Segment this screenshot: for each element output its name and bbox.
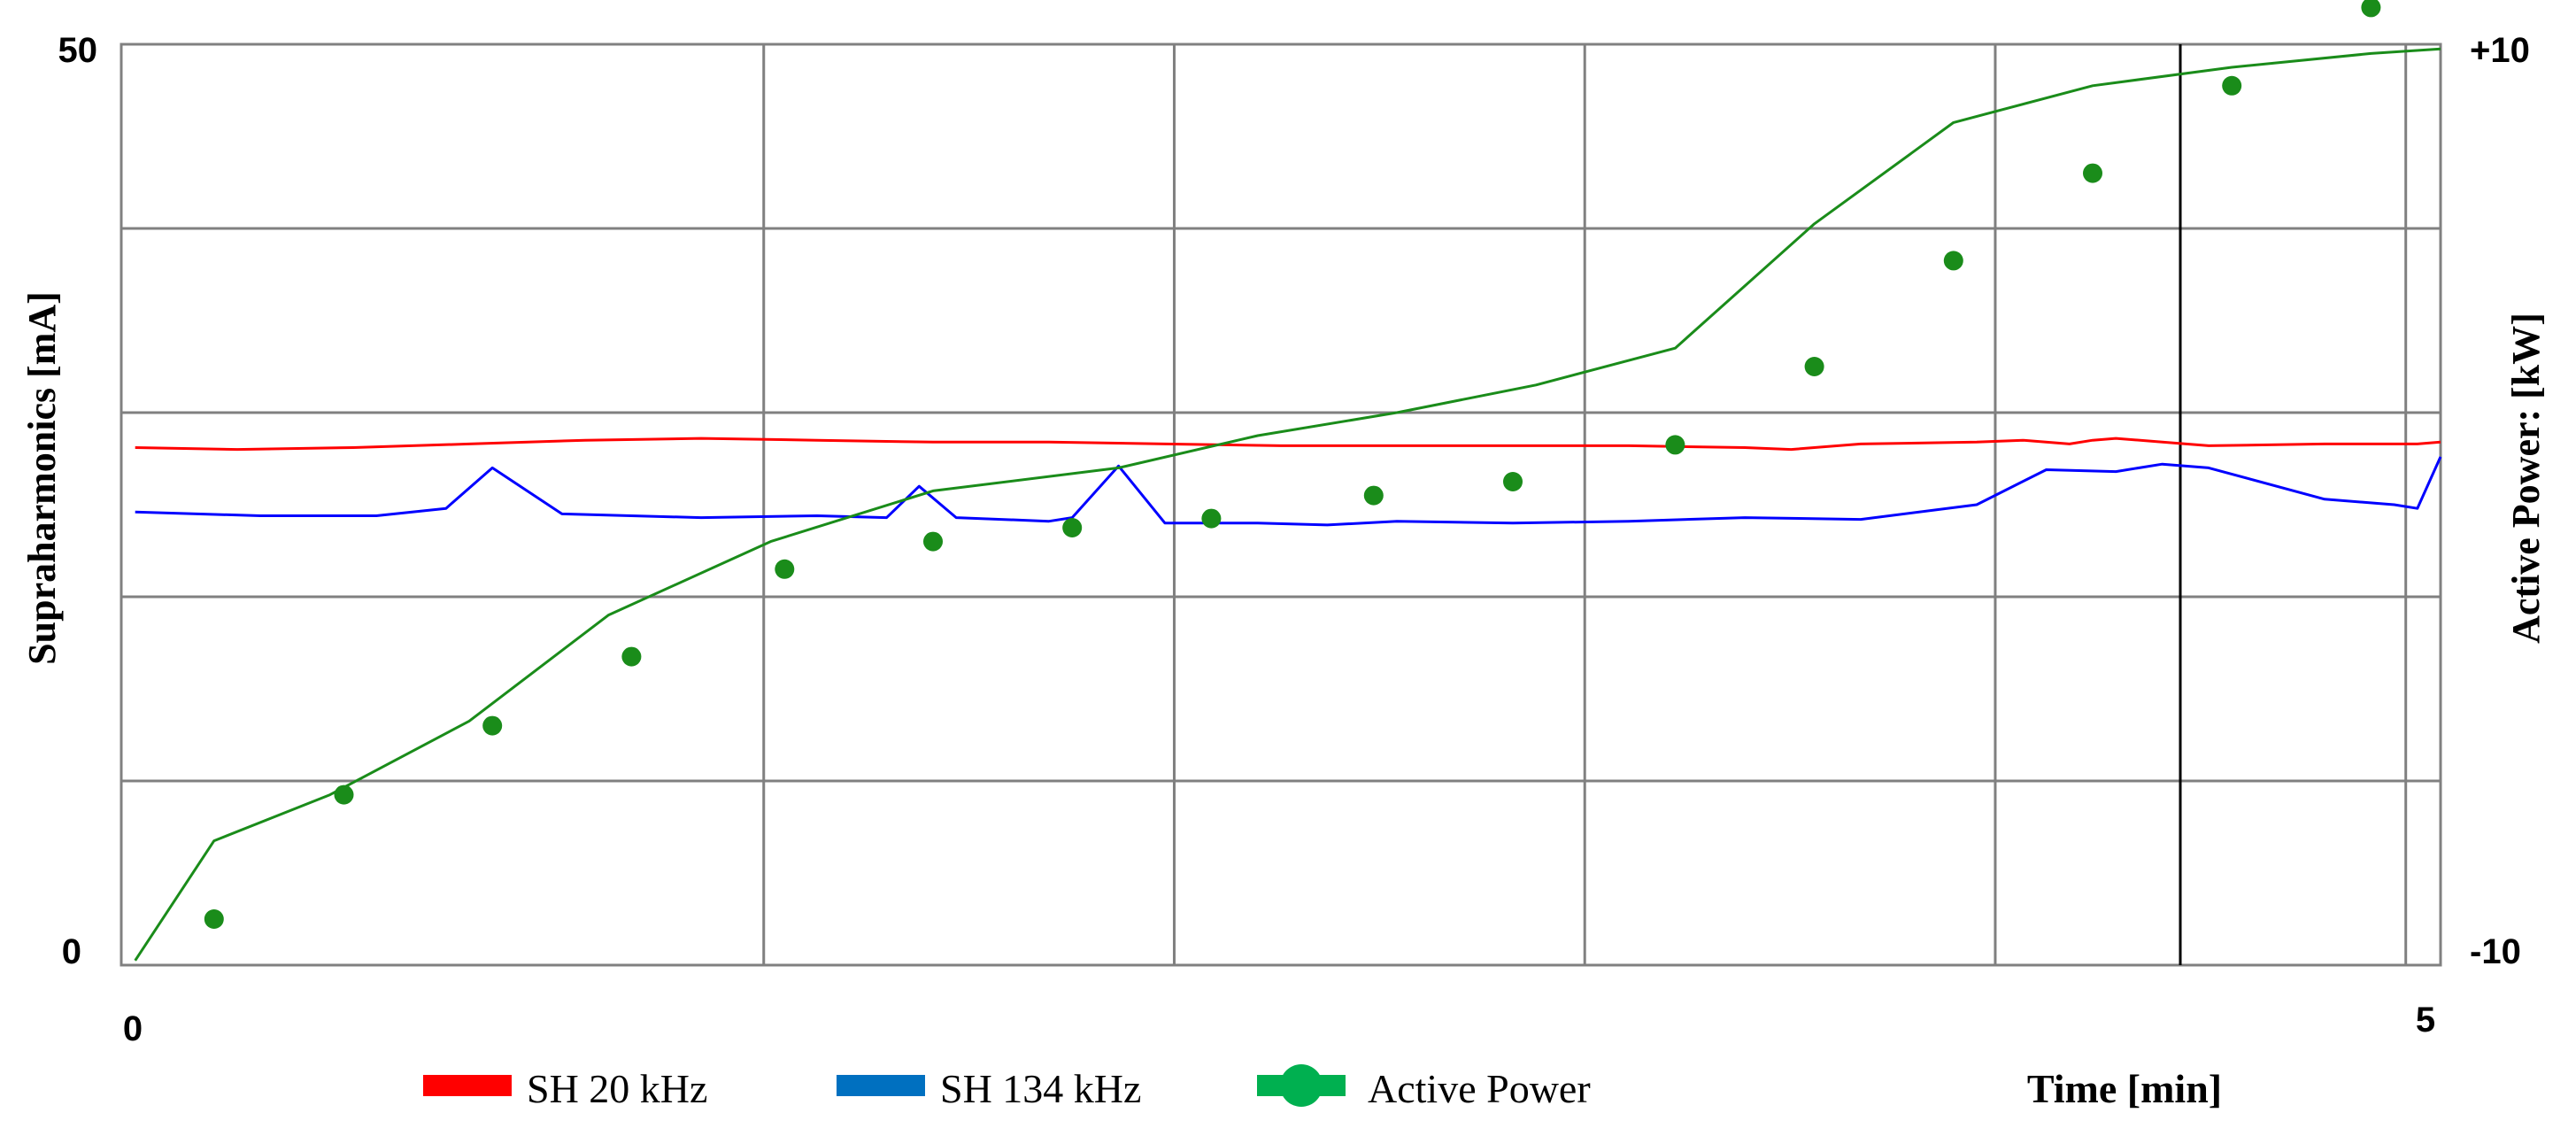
x-tick-end: 5 — [2416, 1001, 2435, 1039]
legend-swatch-sh134 — [837, 1075, 925, 1096]
power-marker — [1201, 508, 1222, 529]
y-tick-top: 50 — [58, 31, 98, 70]
grid — [121, 44, 2441, 965]
y2-axis-title: Active Power: [kW] — [2504, 313, 2548, 644]
power-marker — [204, 909, 224, 929]
y2-tick-top: +10 — [2470, 31, 2530, 70]
legend-item-sh134: SH 134 kHz — [837, 1066, 1141, 1111]
x-axis-title: Time [min] — [2027, 1066, 2222, 1111]
legend-item-sh20: SH 20 kHz — [423, 1066, 707, 1111]
power-marker — [2083, 163, 2102, 183]
legend-item-power: Active Power — [1257, 1064, 1591, 1111]
power-marker — [1943, 251, 1963, 271]
legend-label-sh134: SH 134 kHz — [940, 1066, 1141, 1111]
y-axis-title: Supraharmonics [mA] — [20, 291, 64, 665]
power-marker — [1804, 357, 1824, 376]
series-line-2 — [134, 47, 2441, 962]
power-marker — [2361, 0, 2381, 18]
x-tick-start: 0 — [123, 1009, 143, 1048]
legend-marker-power — [1280, 1064, 1323, 1107]
power-marker — [621, 646, 642, 667]
power-marker — [775, 559, 795, 579]
power-marker — [923, 531, 943, 552]
legend-swatch-sh20 — [423, 1075, 512, 1096]
legend-label-sh20: SH 20 kHz — [527, 1066, 707, 1111]
power-marker — [482, 715, 503, 736]
y2-tick-bottom: -10 — [2470, 932, 2521, 971]
power-marker — [1363, 485, 1384, 506]
plot-frame — [120, 43, 2442, 967]
power-marker — [2222, 75, 2242, 96]
legend: SH 20 kHz SH 134 kHz Active Power — [423, 1064, 1591, 1111]
power-marker — [1665, 435, 1685, 455]
series-line-1 — [135, 456, 2442, 527]
series-layer — [134, 0, 2442, 962]
legend-label-power: Active Power — [1368, 1066, 1591, 1111]
power-marker — [334, 784, 354, 805]
plot-background — [121, 44, 2441, 965]
series-line-0 — [135, 437, 2441, 452]
y-tick-bottom: 0 — [62, 932, 81, 971]
power-marker — [1503, 472, 1523, 491]
power-marker — [1062, 518, 1083, 537]
